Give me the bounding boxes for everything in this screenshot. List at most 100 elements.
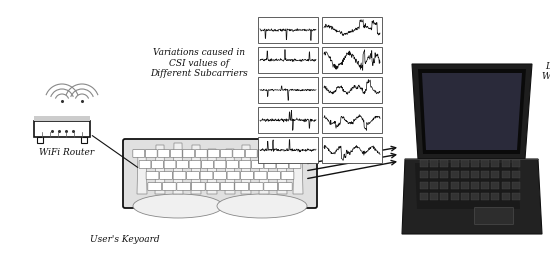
FancyBboxPatch shape: [191, 183, 205, 191]
FancyBboxPatch shape: [235, 183, 249, 191]
Text: User's Keyoard: User's Keyoard: [90, 234, 160, 243]
FancyBboxPatch shape: [295, 150, 307, 158]
Polygon shape: [173, 144, 183, 194]
FancyBboxPatch shape: [195, 150, 207, 158]
FancyBboxPatch shape: [258, 150, 270, 158]
Bar: [322, 137, 382, 163]
Bar: [441, 193, 448, 200]
FancyBboxPatch shape: [227, 161, 238, 169]
Polygon shape: [259, 144, 269, 194]
FancyBboxPatch shape: [221, 183, 234, 191]
Polygon shape: [277, 146, 287, 194]
Bar: [258, 78, 318, 104]
Polygon shape: [225, 149, 235, 194]
FancyBboxPatch shape: [152, 161, 163, 169]
FancyBboxPatch shape: [139, 161, 151, 169]
Bar: [481, 193, 489, 200]
Polygon shape: [137, 151, 147, 194]
FancyBboxPatch shape: [133, 150, 145, 158]
FancyBboxPatch shape: [221, 150, 232, 158]
FancyBboxPatch shape: [186, 172, 200, 180]
Bar: [461, 182, 469, 189]
Bar: [491, 171, 499, 178]
FancyBboxPatch shape: [245, 150, 257, 158]
FancyBboxPatch shape: [268, 172, 280, 180]
FancyBboxPatch shape: [183, 150, 195, 158]
FancyBboxPatch shape: [249, 183, 263, 191]
FancyBboxPatch shape: [162, 183, 176, 191]
Bar: [491, 193, 499, 200]
Bar: [420, 193, 428, 200]
Bar: [420, 182, 428, 189]
FancyBboxPatch shape: [214, 161, 226, 169]
FancyBboxPatch shape: [164, 161, 176, 169]
Polygon shape: [293, 151, 303, 194]
Bar: [441, 160, 448, 167]
FancyBboxPatch shape: [173, 172, 186, 180]
Polygon shape: [241, 146, 251, 194]
Bar: [81, 137, 87, 144]
Ellipse shape: [217, 194, 307, 218]
Bar: [441, 182, 448, 189]
Bar: [512, 182, 520, 189]
Text: Laptop With Intel
WiFi NIC to record
CSI values: Laptop With Intel WiFi NIC to record CSI…: [542, 62, 550, 91]
Bar: [512, 160, 520, 167]
Bar: [481, 160, 489, 167]
Bar: [471, 171, 479, 178]
Bar: [471, 182, 479, 189]
FancyBboxPatch shape: [277, 161, 288, 169]
Bar: [461, 193, 469, 200]
Bar: [420, 160, 428, 167]
FancyBboxPatch shape: [254, 172, 267, 180]
FancyBboxPatch shape: [289, 161, 301, 169]
FancyBboxPatch shape: [283, 150, 295, 158]
Bar: [502, 182, 510, 189]
FancyBboxPatch shape: [240, 172, 254, 180]
FancyBboxPatch shape: [158, 150, 169, 158]
FancyBboxPatch shape: [213, 172, 227, 180]
FancyBboxPatch shape: [233, 150, 245, 158]
FancyBboxPatch shape: [206, 183, 219, 191]
FancyBboxPatch shape: [189, 161, 201, 169]
FancyBboxPatch shape: [281, 172, 294, 180]
Polygon shape: [207, 149, 217, 194]
Bar: [34, 121, 90, 137]
Bar: [491, 182, 499, 189]
Bar: [37, 137, 43, 144]
Bar: [34, 117, 90, 121]
Bar: [430, 160, 438, 167]
Bar: [258, 108, 318, 133]
Bar: [461, 171, 469, 178]
FancyBboxPatch shape: [177, 183, 191, 191]
Bar: [461, 160, 469, 167]
Bar: [258, 48, 318, 74]
Bar: [441, 171, 448, 178]
FancyBboxPatch shape: [177, 161, 189, 169]
Polygon shape: [155, 146, 165, 194]
Bar: [322, 48, 382, 74]
FancyBboxPatch shape: [239, 161, 251, 169]
FancyBboxPatch shape: [264, 161, 276, 169]
Bar: [481, 171, 489, 178]
Bar: [512, 193, 520, 200]
FancyBboxPatch shape: [202, 161, 213, 169]
Bar: [420, 171, 428, 178]
Bar: [502, 193, 510, 200]
Text: Variations caused in
CSI values of
Different Subcarriers: Variations caused in CSI values of Diffe…: [150, 48, 248, 77]
Bar: [258, 137, 318, 163]
Bar: [450, 160, 459, 167]
FancyBboxPatch shape: [271, 150, 282, 158]
Bar: [450, 171, 459, 178]
Polygon shape: [418, 70, 526, 154]
Bar: [322, 78, 382, 104]
Bar: [471, 160, 479, 167]
Bar: [430, 171, 438, 178]
FancyBboxPatch shape: [475, 208, 514, 225]
Polygon shape: [415, 163, 520, 209]
Ellipse shape: [133, 194, 223, 218]
Bar: [450, 193, 459, 200]
FancyBboxPatch shape: [208, 150, 219, 158]
FancyBboxPatch shape: [251, 161, 263, 169]
FancyBboxPatch shape: [160, 172, 172, 180]
FancyBboxPatch shape: [146, 172, 159, 180]
